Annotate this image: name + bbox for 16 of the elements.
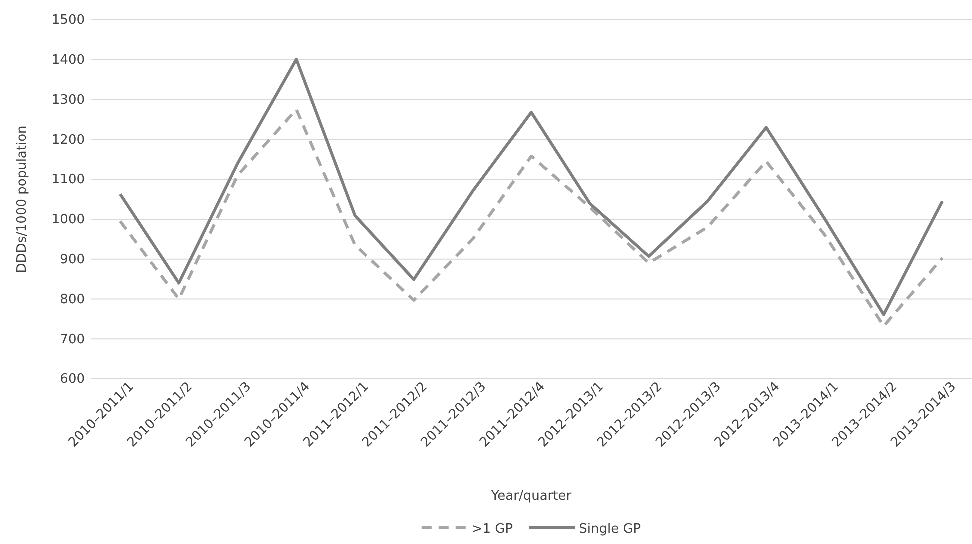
legend-label: >1 GP	[472, 522, 514, 537]
y-tick-label: 700	[60, 332, 85, 348]
line-series	[118, 58, 944, 316]
legend-label: Single GP	[579, 522, 642, 537]
line-series	[118, 108, 944, 328]
y-axis-title: DDDs/1000 population	[15, 126, 30, 274]
y-tick-label: 1100	[52, 172, 85, 188]
y-tick-label: 1200	[52, 132, 85, 148]
y-tick-label: 1400	[52, 53, 85, 68]
y-tick-label: 600	[60, 372, 85, 388]
y-tick-label: 900	[60, 252, 85, 268]
y-tick-label: 800	[60, 292, 85, 308]
y-tick-label: 1500	[52, 13, 85, 28]
y-tick-label: 1000	[52, 212, 85, 228]
y-tick-label: 1300	[52, 92, 85, 108]
x-axis-title: Year/quarter	[490, 489, 572, 504]
